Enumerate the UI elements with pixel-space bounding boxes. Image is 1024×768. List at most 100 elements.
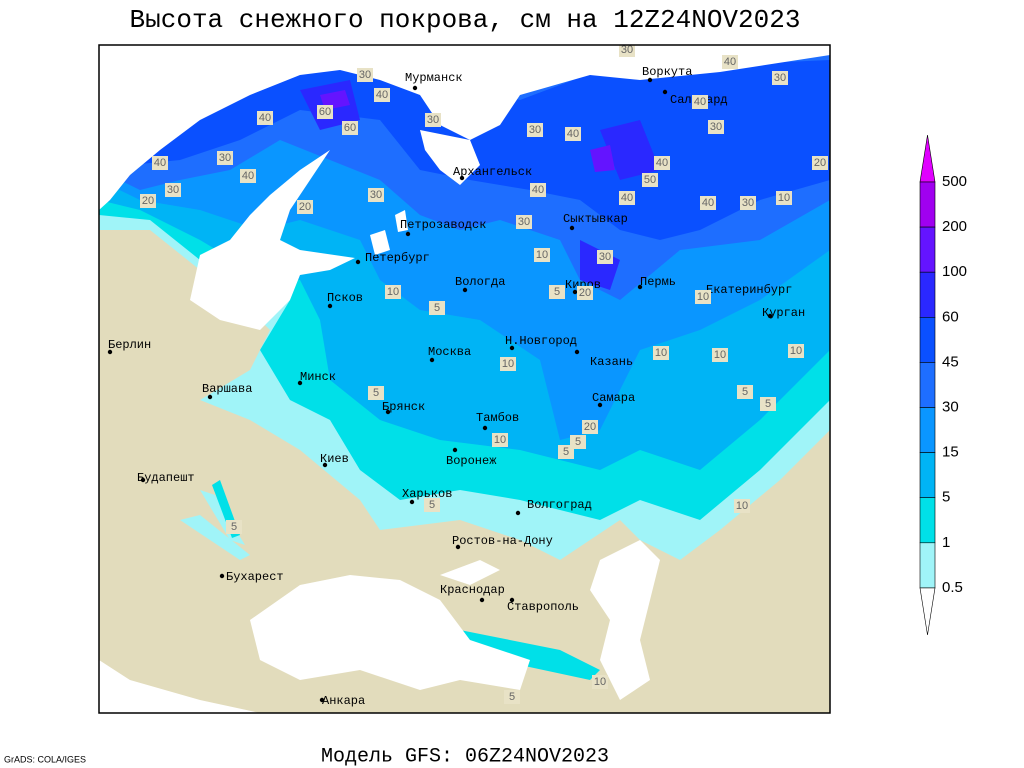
city-label: Воркута [642, 65, 692, 79]
city-dot [569, 225, 575, 231]
city-dot [322, 462, 328, 468]
city-label: Будапешт [137, 471, 195, 485]
city-dot [647, 77, 653, 83]
city-dot [355, 259, 361, 265]
contour-label: 30 [219, 152, 231, 164]
contour-label: 10 [714, 349, 726, 361]
city-dot [297, 380, 303, 386]
contour-label-box [776, 191, 792, 205]
contour-label-box [368, 386, 384, 400]
contour-label: 5 [509, 691, 515, 703]
contour-label: 10 [655, 347, 667, 359]
map-frame [98, 44, 831, 714]
city-label: Анкара [322, 694, 365, 708]
contour-label-box [737, 385, 753, 399]
cities: МурманскВоркутаСалехардАрхангельскПетроз… [107, 65, 805, 708]
contour-label: 40 [376, 89, 388, 101]
contour-label-box [619, 45, 635, 57]
contour-label: 30 [621, 44, 633, 56]
contour-label-box [492, 433, 508, 447]
contour-label-box [577, 286, 593, 300]
city-label: Ставрополь [507, 600, 579, 614]
city-label: Москва [428, 345, 471, 359]
legend-label: 15 [942, 444, 959, 461]
contour-label: 20 [299, 201, 311, 213]
city-label: Пермь [640, 275, 676, 289]
city-dot [319, 697, 325, 703]
contour-label-box [368, 188, 384, 202]
contour-label-box [570, 435, 586, 449]
city-label: Волгоград [527, 498, 592, 512]
seas [99, 45, 830, 713]
contour-label: 40 [259, 112, 271, 124]
legend-bottom [919, 587, 936, 636]
contour-label-box [527, 123, 543, 137]
legend-label: 500 [942, 173, 967, 190]
city-label: Сыктывкар [563, 212, 628, 226]
city-dot [409, 499, 415, 505]
contour-label: 5 [434, 302, 440, 314]
city-label: Брянск [382, 400, 425, 414]
contour-label-box [740, 196, 756, 210]
city-dot [767, 313, 773, 319]
contour-label: 5 [231, 521, 237, 533]
city-dot [219, 573, 225, 579]
contour-label: 40 [724, 56, 736, 68]
contour-label-box [165, 183, 181, 197]
city-label: Ростов-на-Дону [452, 534, 553, 548]
contour-label: 40 [567, 128, 579, 140]
legend-label: 200 [942, 218, 967, 235]
contour-label-box [565, 127, 581, 141]
contour-label-box [500, 357, 516, 371]
snow-area [580, 240, 620, 290]
model-label: Модель GFS: 06Z24NOV2023 [321, 745, 609, 768]
city-label: Харьков [402, 487, 452, 501]
title: Высота снежного покрова, см на 12Z24NOV2… [130, 5, 801, 35]
contour-label-box [424, 498, 440, 512]
contour-label-box [240, 169, 256, 183]
legend-box [919, 362, 936, 408]
contour-label-box [653, 346, 669, 360]
contour-label: 5 [765, 398, 771, 410]
contour-label-box [317, 105, 333, 119]
contour-label: 30 [167, 184, 179, 196]
city-label: Минск [300, 370, 336, 384]
contour-label-box [429, 301, 445, 315]
contour-label: 30 [599, 251, 611, 263]
contour-label: 40 [532, 184, 544, 196]
city-label: Архангельск [453, 165, 532, 179]
legend-box [919, 226, 936, 273]
contour-label: 5 [373, 387, 379, 399]
contour-label: 30 [427, 114, 439, 126]
contour-label-box [530, 183, 546, 197]
snow-area [590, 145, 615, 172]
contour-label: 5 [554, 286, 560, 298]
contour-label-box [342, 121, 358, 135]
contour-label: 10 [736, 500, 748, 512]
city-dot [429, 357, 435, 363]
contour-label-box [695, 290, 711, 304]
contour-label: 40 [702, 197, 714, 209]
contour-label-box [425, 113, 441, 127]
contour-label: 10 [387, 286, 399, 298]
contour-label-box [534, 248, 550, 262]
legend-top [919, 134, 936, 183]
city-label: Варшава [202, 382, 252, 396]
contour-label-box [619, 191, 635, 205]
city-dot [455, 544, 461, 550]
city-dot [597, 402, 603, 408]
contour-label-box [642, 173, 658, 187]
contour-label-box [152, 156, 168, 170]
city-label: Н.Новгород [505, 334, 577, 348]
contour-label: 5 [575, 436, 581, 448]
snow-area [130, 60, 830, 240]
contour-label-box [385, 285, 401, 299]
contour-label: 30 [518, 216, 530, 228]
contour-label-box [140, 194, 156, 208]
city-dot [107, 349, 113, 355]
contour-label: 10 [536, 249, 548, 261]
contour-label: 20 [584, 421, 596, 433]
contour-label: 20 [814, 157, 826, 169]
contour-label: 30 [742, 197, 754, 209]
